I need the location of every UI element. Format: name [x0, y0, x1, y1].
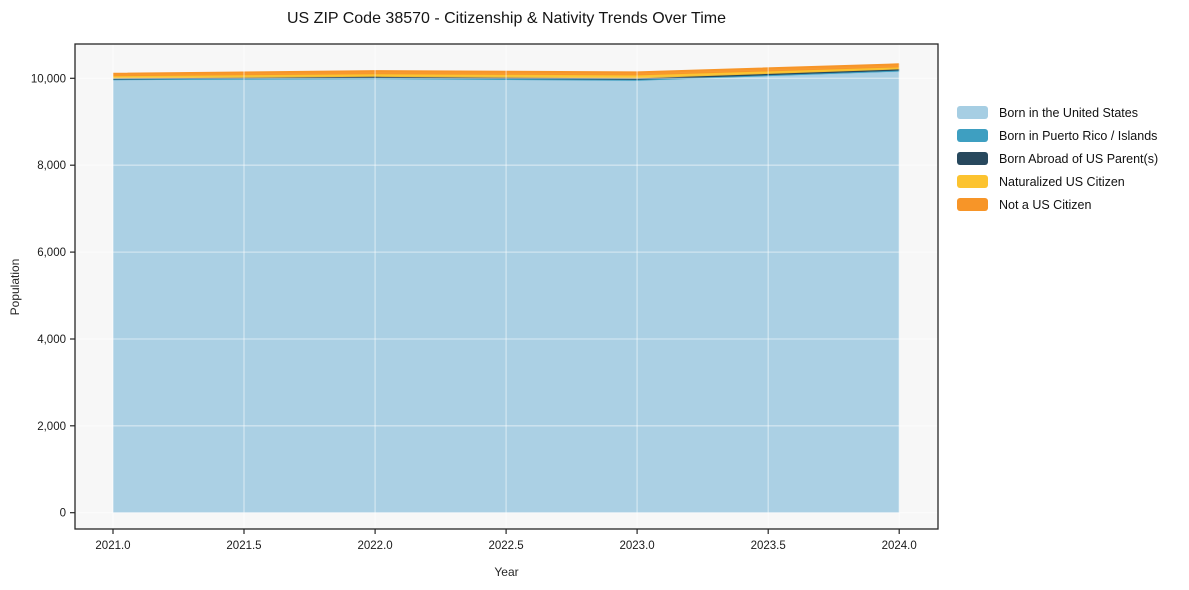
- y-tick-label: 4,000: [37, 334, 66, 346]
- legend-label-not-a-us-citizen: Not a US Citizen: [999, 197, 1092, 212]
- legend-label-naturalized-us-citizen: Naturalized US Citizen: [999, 174, 1125, 189]
- legend: Born in the United States Born in Puerto …: [957, 103, 1158, 214]
- chart-title: US ZIP Code 38570 - Citizenship & Nativi…: [287, 10, 726, 27]
- y-axis-title: Population: [8, 258, 22, 316]
- y-tick-label: 2,000: [37, 421, 66, 433]
- area-naturalized-us-citizen: [113, 67, 900, 79]
- x-tick-label: 2023.5: [751, 540, 786, 552]
- x-axis-title: Year: [494, 565, 519, 579]
- area-not-a-us-citizen: [113, 64, 900, 77]
- y-tick-label: 0: [60, 508, 66, 520]
- y-tick-label: 10,000: [31, 73, 66, 85]
- legend-swatch-born-in-puerto-rico-islands: [957, 129, 988, 142]
- x-tick-label: 2023.0: [620, 540, 655, 552]
- x-tick-label: 2022.0: [358, 540, 393, 552]
- legend-swatch-not-a-us-citizen: [957, 198, 988, 211]
- x-tick-label: 2022.5: [489, 540, 524, 552]
- y-tick-label: 8,000: [37, 160, 66, 172]
- legend-item-born-in-puerto-rico-islands[interactable]: Born in Puerto Rico / Islands: [957, 126, 1158, 145]
- x-tick-label: 2021.0: [95, 540, 130, 552]
- legend-label-born-in-the-united-states: Born in the United States: [999, 105, 1138, 120]
- legend-swatch-naturalized-us-citizen: [957, 175, 988, 188]
- x-tick-label: 2024.0: [882, 540, 917, 552]
- area-born-abroad-of-us-parent-s: [113, 69, 900, 80]
- legend-item-born-abroad-of-us-parent-s[interactable]: Born Abroad of US Parent(s): [957, 149, 1158, 168]
- legend-item-not-a-us-citizen[interactable]: Not a US Citizen: [957, 195, 1158, 214]
- x-tick-label: 2021.5: [226, 540, 261, 552]
- legend-swatch-born-in-the-united-states: [957, 106, 988, 119]
- legend-label-born-abroad-of-us-parent-s: Born Abroad of US Parent(s): [999, 151, 1159, 166]
- area-born-in-the-united-states: [113, 71, 900, 513]
- legend-label-born-in-puerto-rico-islands: Born in Puerto Rico / Islands: [999, 128, 1158, 143]
- legend-swatch-born-abroad-of-us-parent-s: [957, 152, 988, 165]
- area-line-not-a-us-citizen: [112, 63, 900, 75]
- legend-item-born-in-the-united-states[interactable]: Born in the United States: [957, 103, 1158, 122]
- y-tick-label: 6,000: [37, 247, 66, 259]
- legend-item-naturalized-us-citizen[interactable]: Naturalized US Citizen: [957, 172, 1158, 191]
